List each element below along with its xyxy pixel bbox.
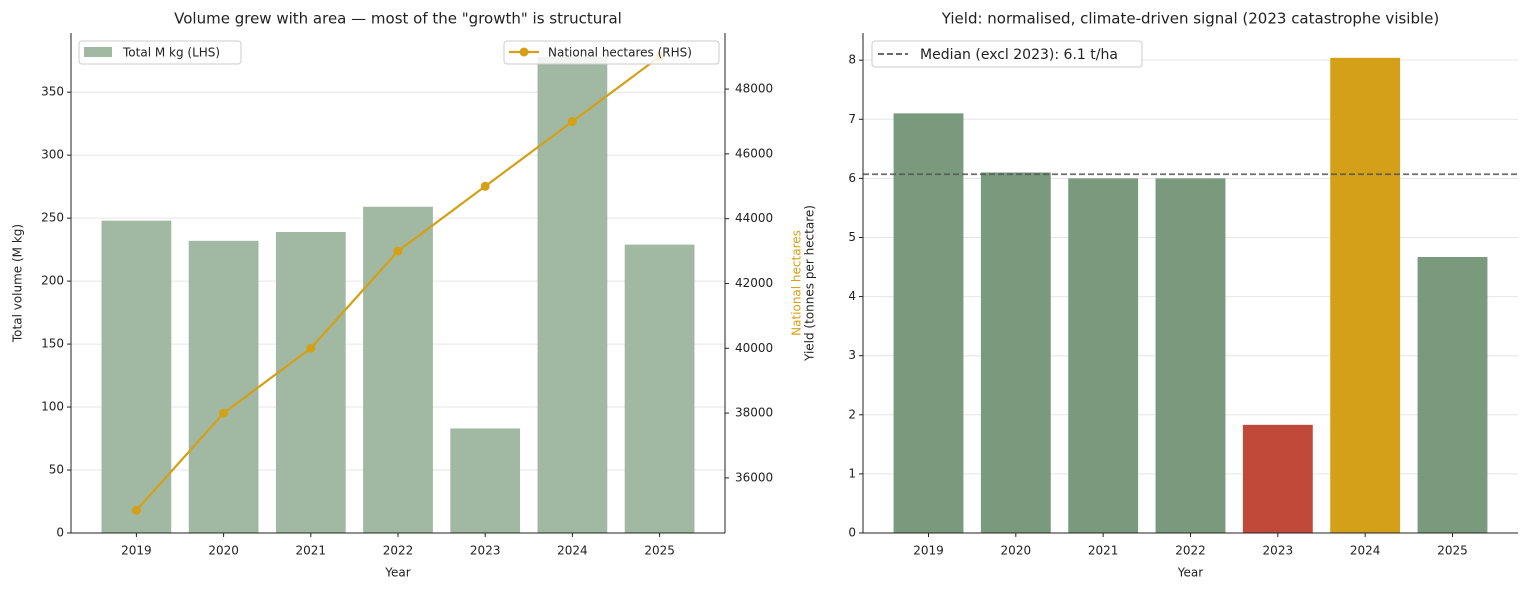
y-tick-label: 6 (848, 171, 856, 185)
y2-axis-label: National hectares (790, 230, 804, 336)
bar (1242, 424, 1313, 533)
x-tick-label: 2023 (1263, 544, 1294, 558)
x-tick-label: 2019 (913, 544, 944, 558)
x-tick-label: 2021 (1088, 544, 1119, 558)
y-axis-label: Total volume (M kg) (11, 224, 25, 343)
bar (1155, 178, 1226, 533)
legend-label: Median (excl 2023): 6.1 t/ha (920, 47, 1118, 63)
x-tick-label: 2020 (208, 544, 239, 558)
legend-swatch (84, 47, 112, 57)
y-tick-label: 3 (848, 348, 856, 362)
legend-label: Total M kg (LHS) (122, 46, 220, 60)
x-tick-label: 2019 (121, 544, 152, 558)
y-tick-label: 350 (41, 85, 64, 99)
y2-tick-label: 38000 (735, 406, 773, 420)
x-tick-label: 2025 (1437, 544, 1468, 558)
bar (893, 113, 964, 534)
x-tick-label: 2020 (1001, 544, 1032, 558)
chart-title: Yield: normalised, climate-driven signal… (941, 10, 1439, 28)
line-point (567, 116, 577, 126)
y2-tick-label: 46000 (735, 146, 773, 160)
bar (101, 220, 172, 534)
y-tick-label: 8 (848, 53, 856, 67)
x-tick-label: 2021 (296, 544, 327, 558)
bar (450, 428, 521, 533)
y-tick-label: 7 (848, 112, 856, 126)
bar (980, 172, 1051, 533)
y2-tick-label: 40000 (735, 341, 773, 355)
bar (1330, 57, 1401, 534)
y-tick-label: 4 (848, 289, 856, 303)
x-axis-label: Year (1177, 566, 1203, 580)
bar (188, 240, 259, 533)
bar (624, 244, 695, 533)
y-axis-label: Yield (tonnes per hectare) (803, 205, 817, 362)
legend-label: National hectares (RHS) (548, 46, 692, 60)
y-tick-label: 0 (56, 526, 64, 540)
y2-tick-label: 44000 (735, 211, 773, 225)
chart-title: Volume grew with area — most of the "gro… (174, 10, 622, 28)
bar (363, 206, 433, 533)
y-tick-label: 300 (41, 148, 64, 162)
y2-tick-label: 48000 (735, 82, 773, 96)
line-point (306, 343, 316, 353)
y-tick-label: 0 (848, 526, 856, 540)
legend-box (871, 40, 1143, 68)
line-point (393, 246, 403, 256)
y-tick-label: 250 (41, 211, 64, 225)
x-tick-label: 2024 (1350, 544, 1381, 558)
y2-tick-label: 42000 (735, 276, 773, 290)
x-tick-label: 2023 (470, 544, 501, 558)
x-tick-label: 2025 (644, 544, 675, 558)
line-point (131, 505, 141, 515)
bar (1417, 256, 1488, 533)
y-tick-label: 100 (41, 400, 64, 414)
y2-tick-label: 36000 (735, 470, 773, 484)
line-point (219, 408, 229, 418)
x-tick-label: 2024 (557, 544, 588, 558)
bar (1068, 178, 1139, 533)
x-tick-label: 2022 (1175, 544, 1206, 558)
bar (275, 231, 346, 534)
line-point (480, 181, 490, 191)
y-tick-label: 1 (848, 466, 856, 480)
y-tick-label: 150 (41, 337, 64, 351)
y-tick-label: 2 (848, 407, 856, 421)
bar (537, 56, 608, 533)
y-tick-label: 200 (41, 274, 64, 288)
y-tick-label: 50 (49, 463, 64, 477)
legend-box (78, 40, 242, 65)
legend-marker (519, 47, 529, 57)
x-axis-label: Year (384, 566, 410, 580)
x-tick-label: 2022 (383, 544, 414, 558)
legend-box (503, 40, 720, 65)
y-tick-label: 5 (848, 230, 856, 244)
